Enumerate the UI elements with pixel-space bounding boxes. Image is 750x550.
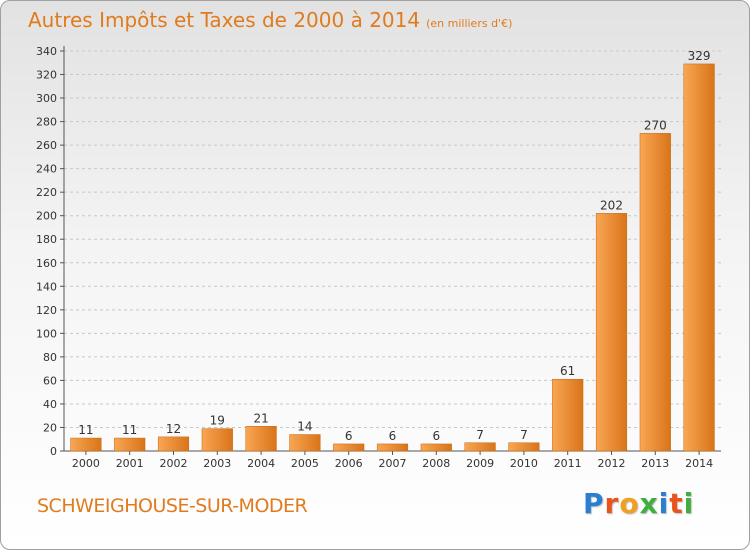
data-label-2004: 21 <box>253 411 268 425</box>
y-tick-label: 240 <box>36 163 57 176</box>
data-label-2014: 329 <box>688 49 711 63</box>
logo-letter: i <box>683 487 695 520</box>
commune-name: SCHWEIGHOUSE-SUR-MODER <box>37 495 308 517</box>
data-label-2003: 19 <box>210 414 225 428</box>
x-tick-label-2014: 2014 <box>685 457 713 470</box>
x-tick-label-2007: 2007 <box>379 457 407 470</box>
y-tick-label: 300 <box>36 92 57 105</box>
bar-2011 <box>552 378 584 452</box>
y-tick-label: 280 <box>36 116 57 129</box>
chart-title: Autres Impôts et Taxes de 2000 à 2014 (en… <box>28 8 512 32</box>
data-label-2002: 12 <box>166 422 181 436</box>
x-tick-label-2012: 2012 <box>598 457 626 470</box>
y-tick-label: 220 <box>36 186 57 199</box>
x-tick-label-2001: 2001 <box>116 457 144 470</box>
logo-letter: i <box>658 487 670 520</box>
bar-2001 <box>114 437 146 452</box>
y-tick-label: 320 <box>36 69 57 82</box>
x-tick-label-2011: 2011 <box>554 457 582 470</box>
chart-unit-label: (en milliers d'€) <box>426 17 513 30</box>
data-label-2011: 61 <box>560 364 575 378</box>
data-label-2000: 11 <box>78 423 93 437</box>
x-tick-label-2005: 2005 <box>291 457 319 470</box>
x-tick-label-2006: 2006 <box>335 457 363 470</box>
chart-title-text: Autres Impôts et Taxes de 2000 à 2014 <box>28 8 421 32</box>
y-tick-label: 80 <box>43 351 57 364</box>
y-tick-label: 0 <box>50 445 57 458</box>
x-tick-label-2002: 2002 <box>160 457 188 470</box>
data-label-2013: 270 <box>644 118 667 132</box>
data-label-2006: 6 <box>345 429 353 443</box>
bar-2000 <box>70 437 102 452</box>
logo-letter: x <box>639 487 659 520</box>
x-tick-label-2013: 2013 <box>641 457 669 470</box>
bars <box>70 63 715 452</box>
bar-2006 <box>333 443 365 452</box>
data-label-2008: 6 <box>432 429 440 443</box>
proxiti-logo[interactable]: Proxiti <box>583 487 694 520</box>
x-tick-label-2010: 2010 <box>510 457 538 470</box>
bar-2010 <box>508 442 540 452</box>
bar-2014 <box>683 63 715 452</box>
y-tick-label: 200 <box>36 210 57 223</box>
data-labels: 11 11 12 19 21 14 6 6 6 7 7 61 202 270 329 <box>78 49 710 443</box>
y-tick-label: 100 <box>36 327 57 340</box>
bar-2009 <box>464 442 496 452</box>
data-label-2009: 7 <box>476 428 484 442</box>
logo-letter: P <box>583 487 605 520</box>
x-tick-label-2003: 2003 <box>203 457 231 470</box>
y-tick-label: 40 <box>43 398 57 411</box>
bar-2004 <box>245 426 277 452</box>
x-tick-label-2009: 2009 <box>466 457 494 470</box>
data-label-2001: 11 <box>122 423 137 437</box>
bar-2013 <box>639 133 671 452</box>
x-tick-label-2004: 2004 <box>247 457 275 470</box>
bar-2012 <box>595 213 628 452</box>
bar-2007 <box>376 443 409 452</box>
y-tick-label: 340 <box>36 45 57 58</box>
bar-2002 <box>157 436 190 452</box>
logo-letter: o <box>619 487 640 520</box>
y-tick-label: 260 <box>36 139 57 152</box>
y-tick-label: 20 <box>43 421 57 434</box>
data-label-2007: 6 <box>389 429 397 443</box>
y-tick-label: 160 <box>36 257 57 270</box>
y-tick-label: 180 <box>36 233 57 246</box>
y-tick-label: 140 <box>36 280 57 293</box>
y-tick-label: 120 <box>36 304 57 317</box>
logo-letter: t <box>669 487 684 520</box>
data-label-2010: 7 <box>520 428 528 442</box>
bar-2003 <box>201 428 233 452</box>
x-tick-label-2008: 2008 <box>422 457 450 470</box>
y-tick-label: 60 <box>43 374 57 387</box>
logo-letter: r <box>604 487 620 520</box>
data-label-2005: 14 <box>297 420 312 434</box>
bar-2008 <box>420 443 452 452</box>
data-label-2012: 202 <box>600 198 623 212</box>
x-tick-label-2000: 2000 <box>72 457 100 470</box>
bar-2005 <box>289 434 321 452</box>
